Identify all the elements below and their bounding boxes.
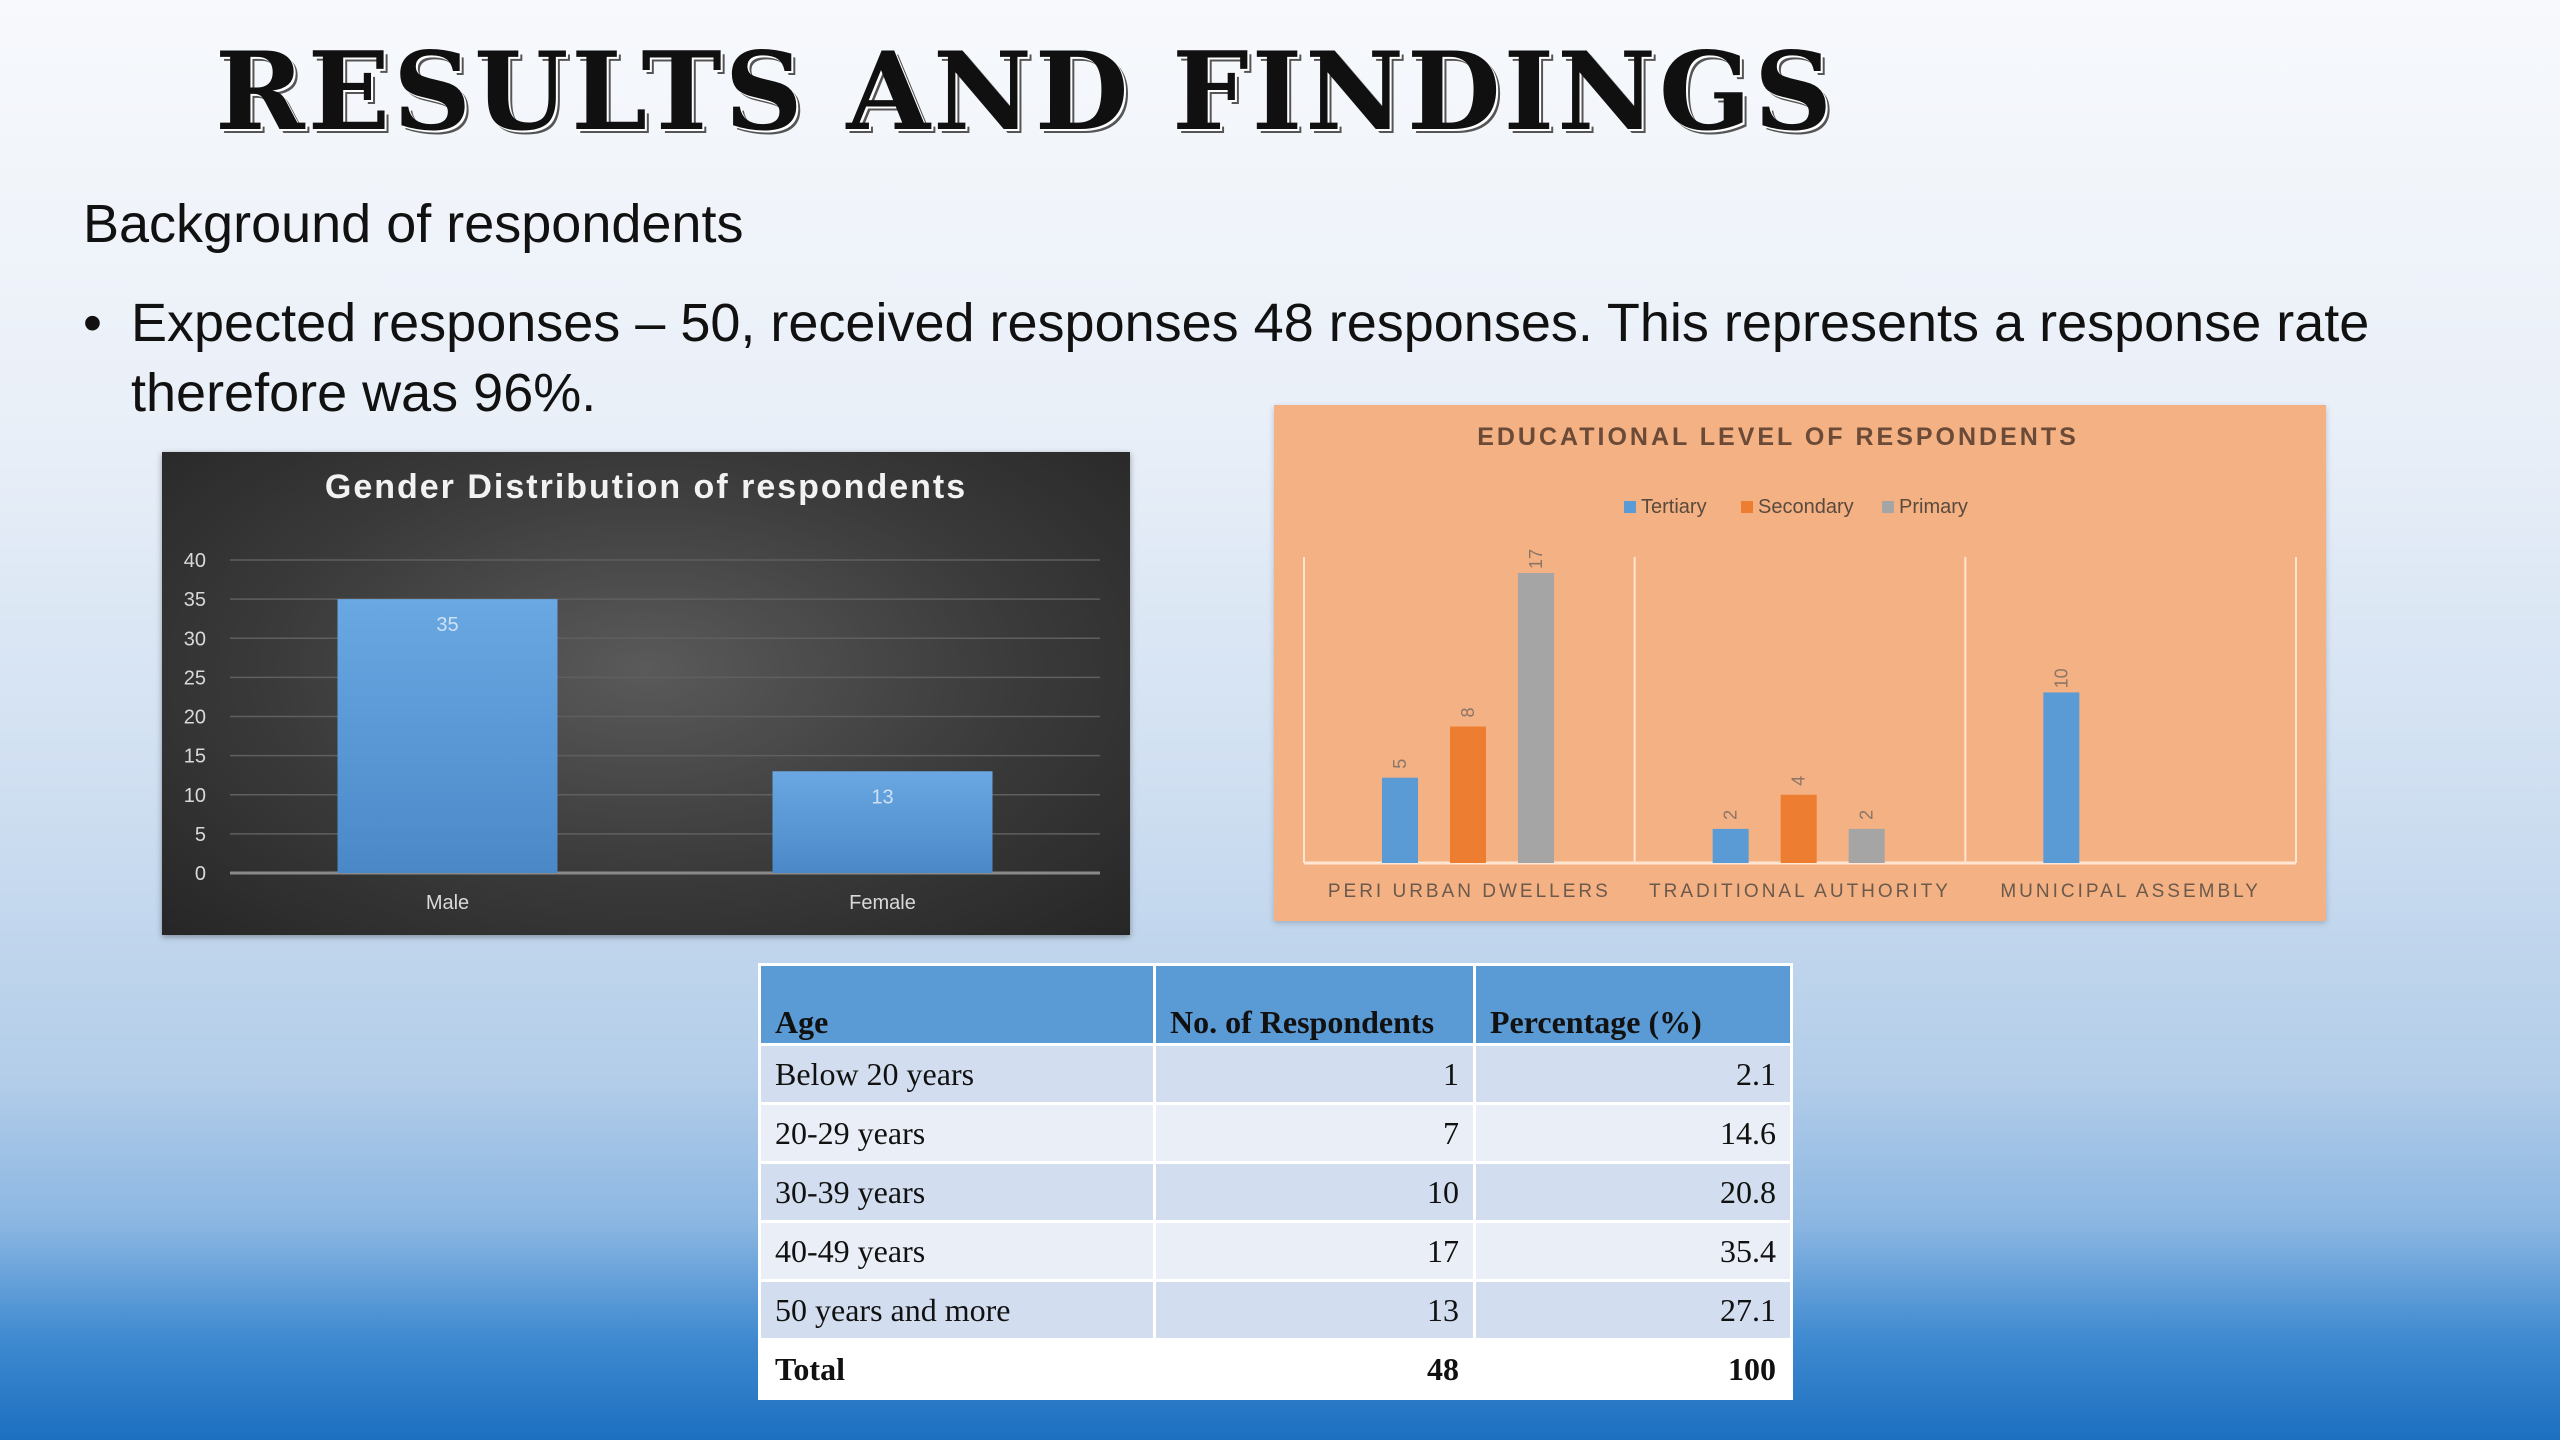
education-chart: EDUCATIONAL LEVEL OF RESPONDENTS Tertiary… (1274, 405, 2326, 921)
data-label: 2 (1721, 810, 1741, 820)
percentage-cell: 2.1 (1473, 1043, 1793, 1105)
bullet-point: • Expected responses – 50, received resp… (83, 288, 2413, 428)
respondents-cell: 10 (1153, 1161, 1476, 1223)
legend-label: Primary (1899, 496, 1968, 518)
x-tick-label: Male (426, 892, 469, 914)
legend-label: Tertiary (1641, 496, 1707, 518)
legend-swatch (1624, 501, 1636, 513)
age-cell: Below 20 years (758, 1043, 1156, 1105)
bar (2043, 692, 2080, 863)
x-tick-label: PERI URBAN DWELLERS (1328, 881, 1611, 902)
y-tick-label: 30 (184, 628, 206, 650)
table-row: 40-49 years 17 35.4 (758, 1220, 1793, 1282)
slide-title: Results and Findings (215, 29, 1836, 155)
bar (1518, 573, 1554, 863)
y-tick-label: 25 (184, 667, 206, 689)
table-header-row: Age No. of Respondents Percentage (%) (758, 963, 1793, 1046)
percentage-cell: 27.1 (1473, 1279, 1793, 1341)
respondents-cell: 17 (1153, 1220, 1476, 1282)
chart-title: EDUCATIONAL LEVEL OF RESPONDENTS (1477, 423, 2079, 451)
education-chart-svg: EDUCATIONAL LEVEL OF RESPONDENTS Tertiary… (1303, 423, 2297, 902)
data-label: 13 (871, 786, 893, 808)
bar (337, 599, 558, 873)
age-cell: 50 years and more (758, 1279, 1156, 1341)
legend-swatch (1882, 501, 1894, 513)
bar (1712, 828, 1749, 863)
age-cell: 40-49 years (758, 1220, 1156, 1282)
respondents-cell: 13 (1153, 1279, 1476, 1341)
bullet-text: Expected responses – 50, received respon… (131, 293, 2370, 423)
y-tick-label: 0 (195, 863, 206, 885)
table-row: 50 years and more 13 27.1 (758, 1279, 1793, 1341)
respondents-cell: 1 (1153, 1043, 1476, 1105)
header-age: Age (758, 963, 1156, 1046)
bullet-marker: • (83, 293, 102, 353)
respondents-cell: 7 (1153, 1102, 1476, 1164)
x-tick-label: Female (849, 892, 916, 914)
header-respondents: No. of Respondents (1153, 963, 1476, 1046)
y-tick-label: 20 (184, 707, 206, 729)
y-tick-label: 40 (184, 550, 206, 572)
y-tick-label: 35 (184, 589, 206, 611)
bar (1382, 777, 1418, 863)
data-label: 4 (1789, 776, 1809, 786)
percentage-cell: 14.6 (1473, 1102, 1793, 1164)
data-label: 35 (436, 614, 458, 636)
data-label: 10 (2051, 668, 2071, 688)
x-tick-label: MUNICIPAL ASSEMBLY (2000, 881, 2261, 902)
bar (1848, 828, 1885, 863)
age-table: Age No. of Respondents Percentage (%) Be… (758, 963, 1793, 1400)
table-row: Below 20 years 1 2.1 (758, 1043, 1793, 1105)
percentage-cell: 35.4 (1473, 1220, 1793, 1282)
total-percentage-cell: 100 (1473, 1338, 1793, 1400)
bar (772, 771, 993, 873)
gender-chart: Gender Distribution of respondents 0 5 10 15… (162, 452, 1130, 935)
data-label: 8 (1458, 708, 1478, 718)
bar (1780, 794, 1817, 863)
age-cell: 20-29 years (758, 1102, 1156, 1164)
data-label: 17 (1526, 549, 1546, 569)
data-label: 2 (1857, 810, 1877, 820)
bar (1450, 726, 1486, 863)
legend-label: Secondary (1758, 496, 1854, 518)
age-cell: 30-39 years (758, 1161, 1156, 1223)
data-label: 5 (1390, 759, 1410, 769)
percentage-cell: 20.8 (1473, 1161, 1793, 1223)
legend-swatch (1741, 501, 1753, 513)
y-tick-label: 15 (184, 746, 206, 768)
chart-title: Gender Distribution of respondents (325, 468, 967, 506)
gender-chart-svg: Gender Distribution of respondents 0 5 10 15… (184, 468, 1100, 914)
table-total-row: Total 48 100 (758, 1338, 1793, 1400)
table-row: 30-39 years 10 20.8 (758, 1161, 1793, 1223)
y-tick-label: 5 (195, 824, 206, 846)
x-tick-label: TRADITIONAL AUTHORITY (1649, 881, 1951, 902)
table-row: 20-29 years 7 14.6 (758, 1102, 1793, 1164)
total-respondents-cell: 48 (1153, 1338, 1476, 1400)
total-label-cell: Total (758, 1338, 1156, 1400)
header-percentage: Percentage (%) (1473, 963, 1793, 1046)
section-subheading: Background of respondents (83, 194, 744, 254)
y-tick-label: 10 (184, 785, 206, 807)
